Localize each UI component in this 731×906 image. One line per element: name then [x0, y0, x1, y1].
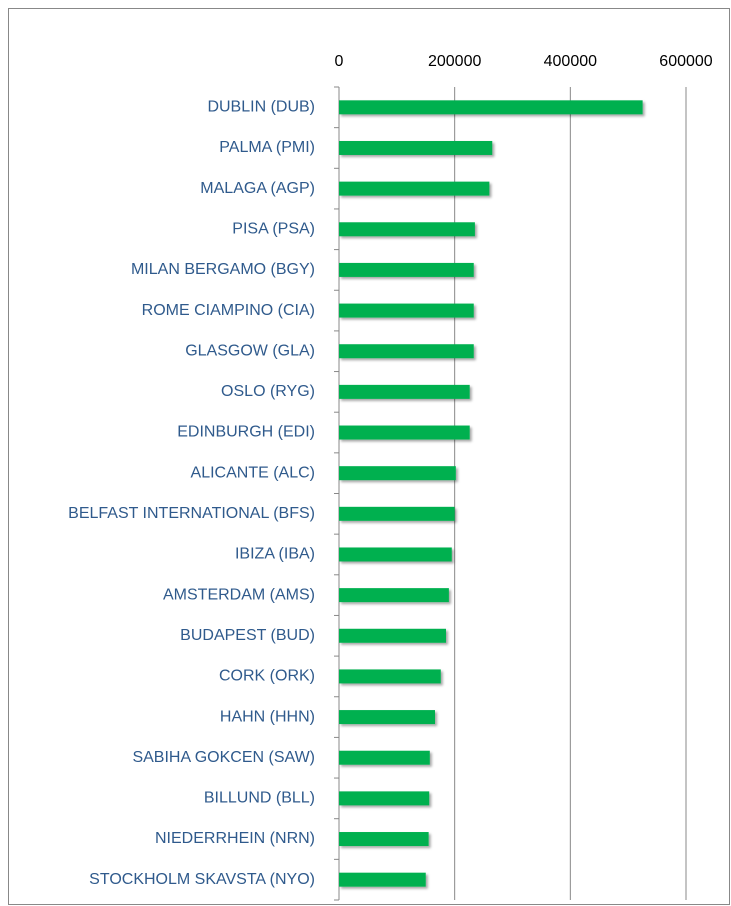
bar	[339, 222, 475, 237]
y-tick-label: HAHN (HHN)	[220, 708, 315, 725]
y-tick-label: MILAN BERGAMO (BGY)	[131, 261, 315, 278]
y-tick-label: DUBLIN (DUB)	[207, 99, 315, 116]
bar	[339, 872, 426, 887]
bar	[339, 547, 452, 562]
y-tick-label: PALMA (PMI)	[219, 139, 315, 156]
bar	[339, 303, 474, 318]
bar	[339, 425, 470, 440]
y-tick-label: SABIHA GOKCEN (SAW)	[132, 749, 315, 766]
y-tick-label: AMSTERDAM (AMS)	[163, 586, 315, 603]
y-tick-label: STOCKHOLM SKAVSTA (NYO)	[89, 871, 315, 888]
bar	[339, 506, 455, 521]
bar	[339, 791, 430, 806]
y-tick-label: OSLO (RYG)	[221, 383, 315, 400]
bar	[339, 262, 474, 277]
bar	[339, 384, 470, 399]
y-tick-label: ALICANTE (ALC)	[191, 464, 315, 481]
y-tick-label: BELFAST INTERNATIONAL (BFS)	[68, 505, 315, 522]
y-tick-label: ROME CIAMPINO (CIA)	[142, 302, 315, 319]
y-tick-label: MALAGA (AGP)	[200, 180, 315, 197]
bar	[339, 628, 446, 643]
bar	[339, 140, 493, 155]
y-tick-label: EDINBURGH (EDI)	[177, 424, 315, 441]
y-tick-label: BILLUND (BLL)	[204, 790, 315, 807]
y-tick-label: CORK (ORK)	[219, 668, 315, 685]
bar	[339, 100, 643, 115]
y-tick-label: GLASGOW (GLA)	[185, 342, 315, 359]
bar	[339, 466, 456, 481]
bar	[339, 588, 449, 603]
y-tick-label: PISA (PSA)	[232, 220, 315, 237]
x-tick-label: 0	[335, 53, 344, 70]
bar	[339, 750, 430, 765]
bar	[339, 669, 441, 684]
bar	[339, 832, 429, 847]
x-tick-label: 600000	[659, 53, 712, 70]
bar	[339, 710, 436, 725]
x-tick-label: 400000	[544, 53, 597, 70]
bar	[339, 181, 490, 196]
y-tick-label: NIEDERRHEIN (NRN)	[155, 830, 315, 847]
x-tick-label: 200000	[428, 53, 481, 70]
y-tick-label: BUDAPEST (BUD)	[180, 627, 315, 644]
bar	[339, 344, 474, 359]
y-tick-label: IBIZA (IBA)	[235, 546, 315, 563]
